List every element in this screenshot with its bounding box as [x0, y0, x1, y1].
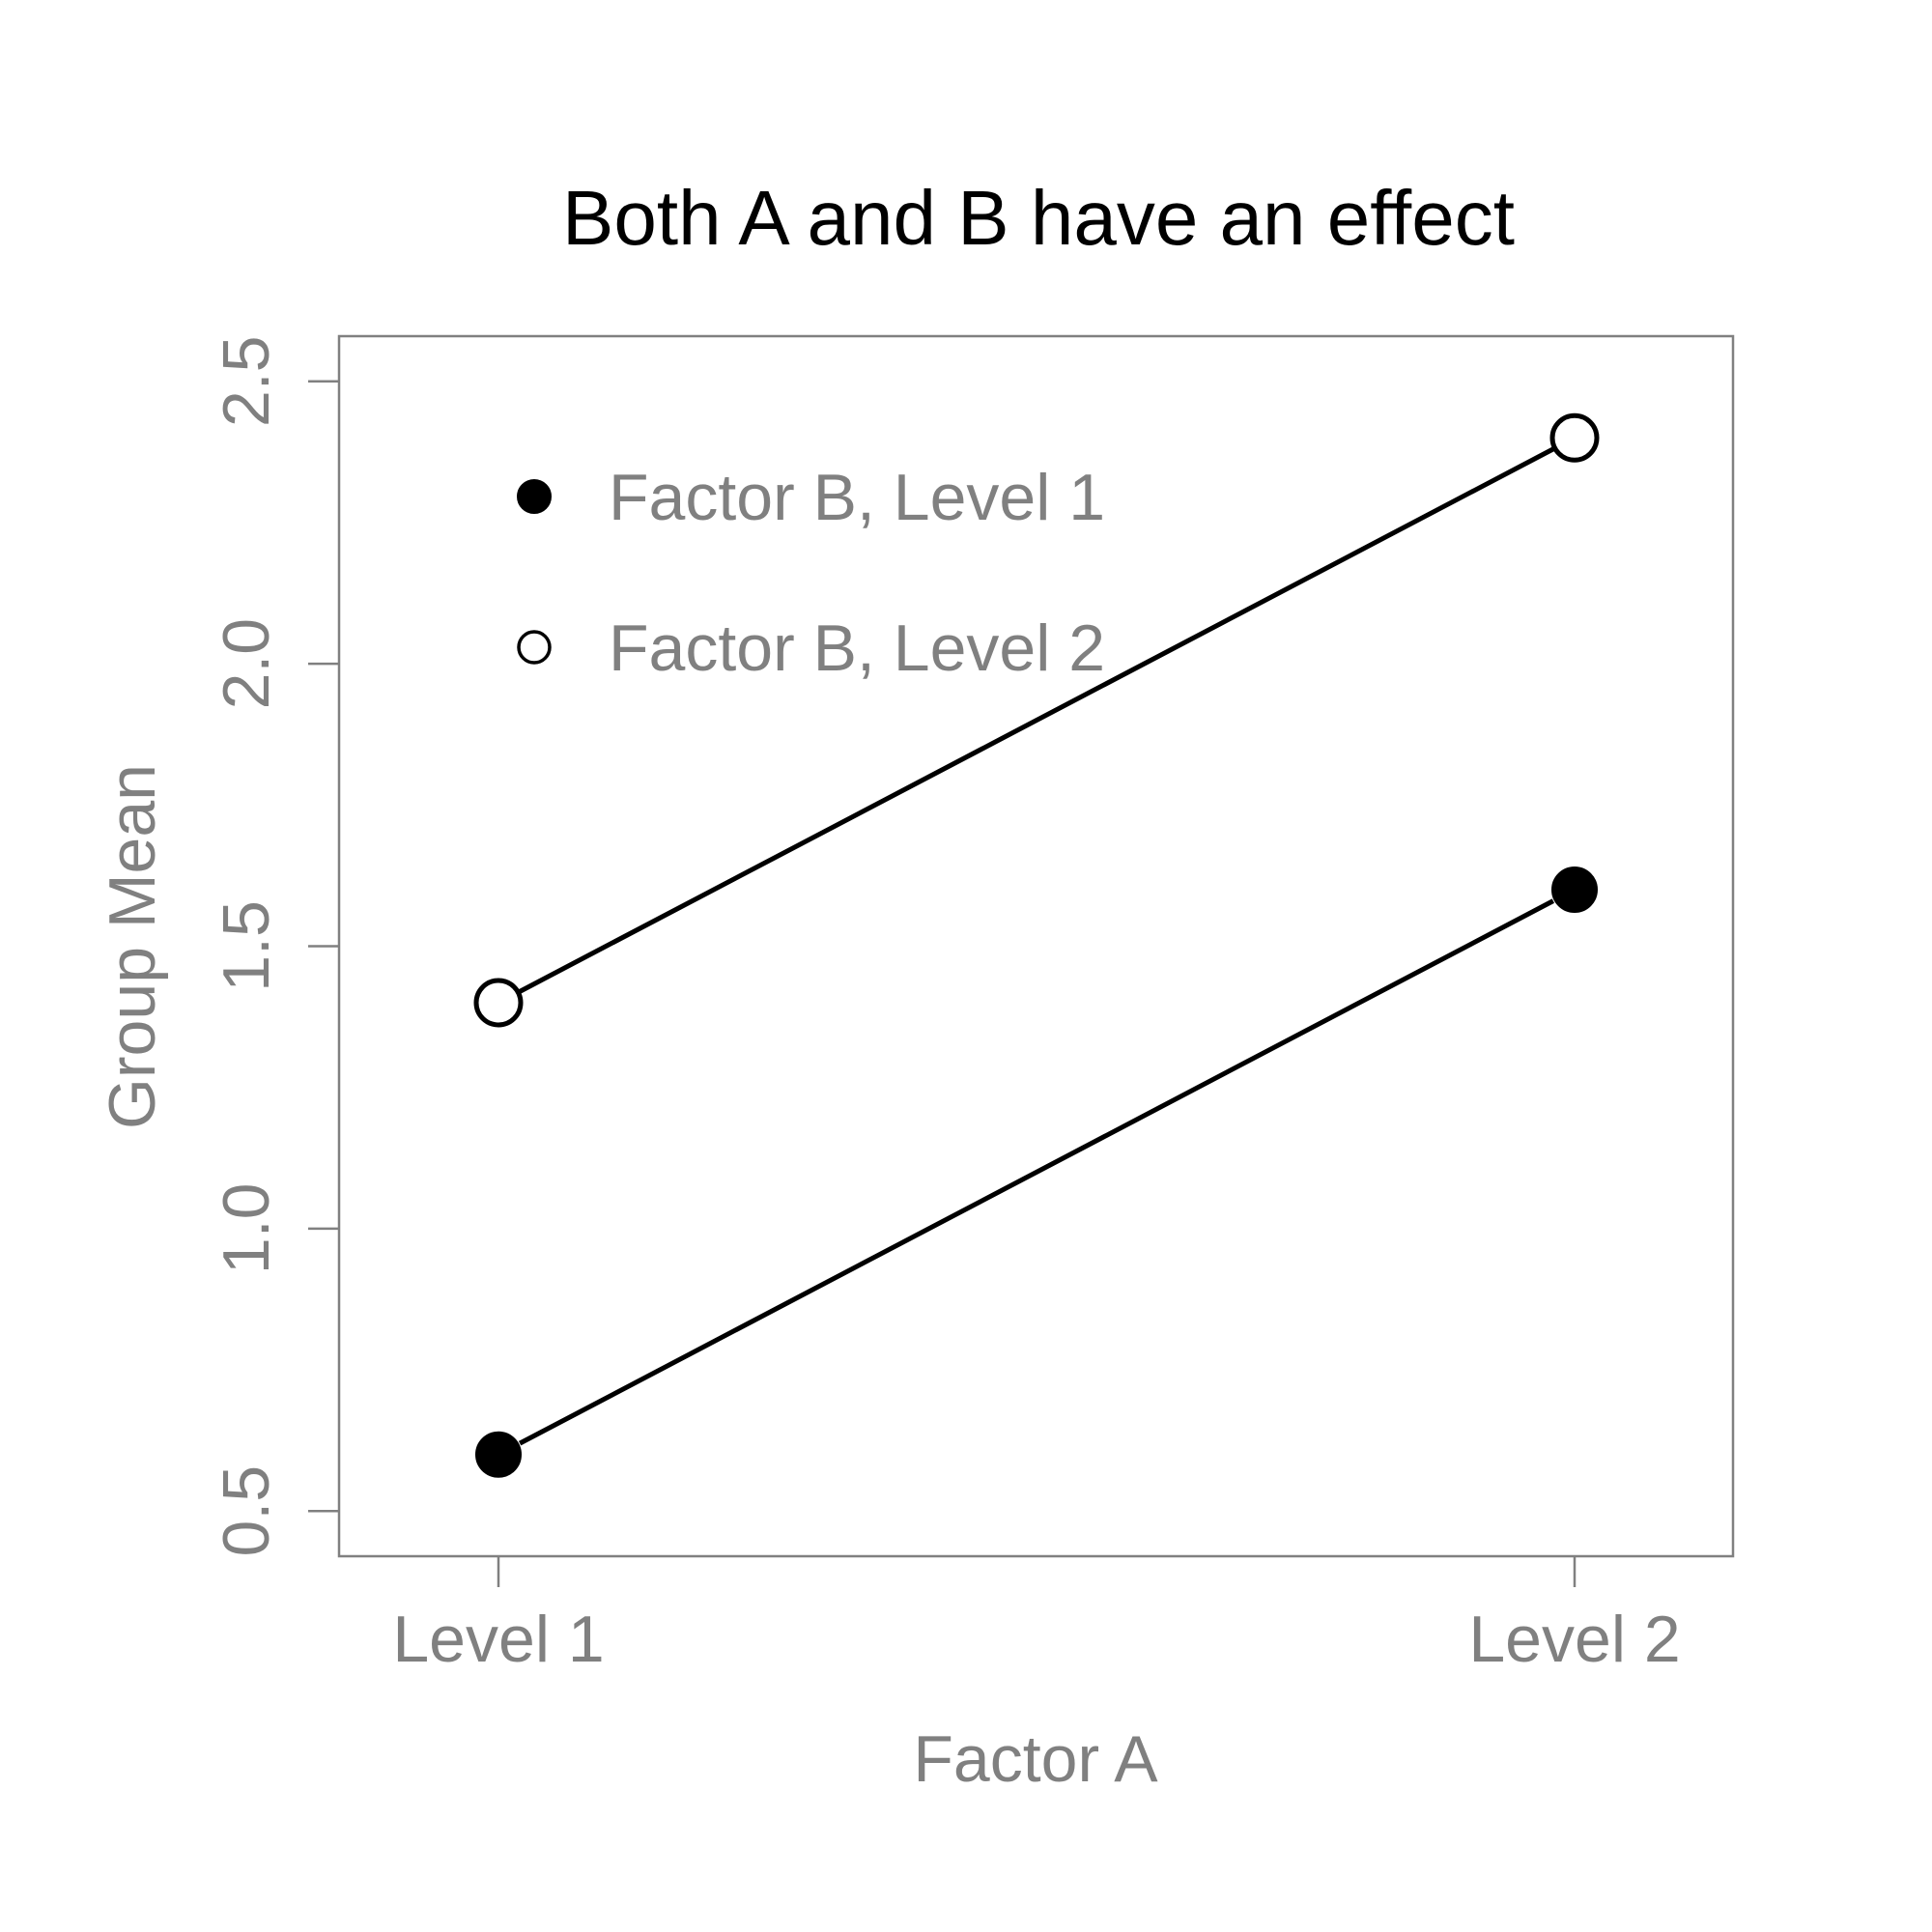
legend-label: Factor B, Level 2 [609, 611, 1105, 685]
data-point [1549, 412, 1600, 463]
y-axis-title: Group Mean [96, 764, 169, 1129]
y-tick-label: 2.0 [210, 618, 283, 710]
data-point [473, 978, 524, 1028]
legend-label: Factor B, Level 1 [609, 461, 1105, 534]
series-1 [475, 867, 1598, 1478]
series-2 [473, 412, 1600, 1028]
series-line [518, 446, 1555, 994]
legend-marker [517, 479, 552, 514]
x-axis-title: Factor A [913, 1722, 1158, 1796]
x-tick-label: Level 1 [392, 1603, 604, 1676]
x-axis: Level 1 Level 2 [392, 1556, 1681, 1676]
series-line [518, 898, 1555, 1446]
x-tick-label: Level 2 [1468, 1603, 1680, 1676]
y-axis: 0.5 1.0 1.5 2.0 2.5 [210, 336, 339, 1557]
y-tick-label: 1.5 [210, 900, 283, 992]
y-tick-label: 1.0 [210, 1183, 283, 1275]
legend-marker [517, 630, 552, 665]
y-tick-label: 0.5 [210, 1465, 283, 1557]
data-point [1551, 867, 1598, 914]
data-point [475, 1431, 522, 1478]
legend: Factor B, Level 1 Factor B, Level 2 [517, 461, 1105, 685]
y-tick-label: 2.5 [210, 336, 283, 428]
data-series [473, 412, 1600, 1478]
chart-title: Both A and B have an effect [562, 175, 1515, 261]
